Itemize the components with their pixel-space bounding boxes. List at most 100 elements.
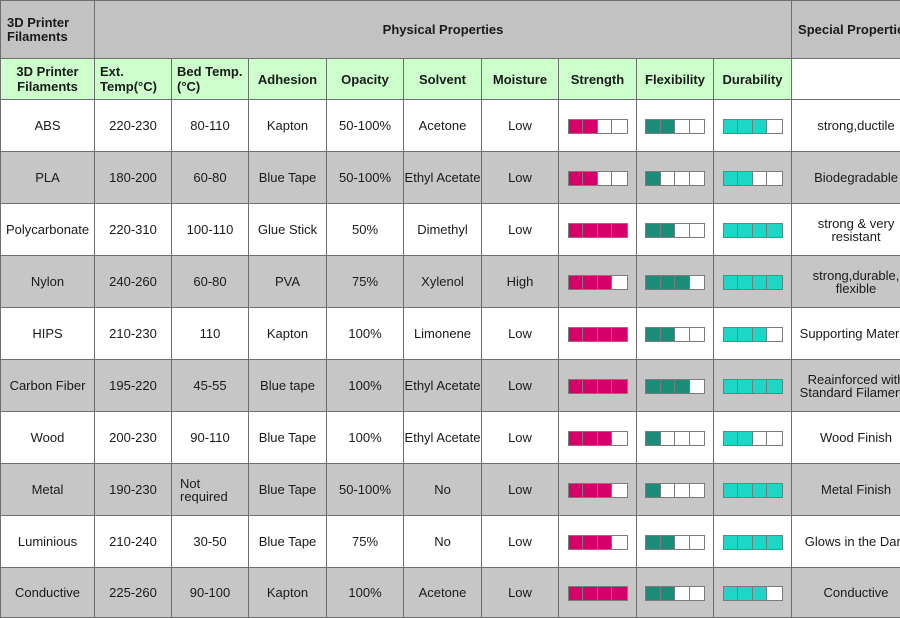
- strength-rating-segment: [583, 536, 598, 549]
- strength-rating-segment: [612, 432, 627, 445]
- flexibility-rating-segment: [661, 224, 676, 237]
- durability-rating-segment: [724, 484, 739, 497]
- solvent-value: No: [404, 516, 482, 568]
- adhesion-value: Blue Tape: [249, 464, 327, 516]
- flexibility-cell: [637, 360, 714, 412]
- flexibility-rating-segment: [690, 172, 705, 185]
- durability-rating-segment: [753, 432, 768, 445]
- durability-cell: [714, 464, 792, 516]
- opacity-value: 75%: [327, 256, 404, 308]
- opacity-value: 100%: [327, 568, 404, 618]
- adhesion-value: Kapton: [249, 100, 327, 152]
- durability-rating-segment: [724, 276, 739, 289]
- flexibility-rating-segment: [690, 432, 705, 445]
- corner-title: 3D Printer Filaments: [1, 1, 95, 59]
- strength-rating-segment: [583, 120, 598, 133]
- durability-cell: [714, 152, 792, 204]
- filament-name: Nylon: [1, 256, 95, 308]
- durability-rating-segment: [767, 172, 782, 185]
- durability-rating-segment: [767, 432, 782, 445]
- durability-rating-segment: [753, 587, 768, 600]
- bed-temp-value: Not required: [172, 464, 249, 516]
- col-flexibility: Flexibility: [637, 59, 714, 100]
- durability-cell: [714, 360, 792, 412]
- flexibility-rating-segment: [690, 276, 705, 289]
- bed-temp-value: 30-50: [172, 516, 249, 568]
- strength-cell: [559, 152, 637, 204]
- moisture-value: Low: [482, 308, 559, 360]
- durability-rating-segment: [767, 536, 782, 549]
- adhesion-value: Blue Tape: [249, 152, 327, 204]
- bed-temp-value: 60-80: [172, 256, 249, 308]
- col-strength: Strength: [559, 59, 637, 100]
- solvent-value: Ethyl Acetate: [404, 360, 482, 412]
- durability-rating-segment: [738, 432, 753, 445]
- durability-rating-segment: [738, 536, 753, 549]
- ext-temp-value: 220-310: [95, 204, 172, 256]
- strength-rating-bar: [568, 119, 628, 134]
- col-opacity: Opacity: [327, 59, 404, 100]
- special-properties-title: Special Properties: [792, 1, 900, 59]
- opacity-value: 50-100%: [327, 464, 404, 516]
- durability-rating-bar: [723, 431, 783, 446]
- flexibility-rating-segment: [646, 380, 661, 393]
- durability-rating-bar: [723, 275, 783, 290]
- adhesion-value: PVA: [249, 256, 327, 308]
- strength-rating-segment: [569, 380, 584, 393]
- col-bed-temp: Bed Temp.(°C): [172, 59, 249, 100]
- flexibility-rating-segment: [661, 172, 676, 185]
- flexibility-rating-bar: [645, 431, 705, 446]
- strength-cell: [559, 308, 637, 360]
- strength-rating-bar: [568, 586, 628, 601]
- solvent-value: Limonene: [404, 308, 482, 360]
- strength-rating-segment: [583, 380, 598, 393]
- flexibility-cell: [637, 152, 714, 204]
- durability-rating-segment: [738, 120, 753, 133]
- moisture-value: High: [482, 256, 559, 308]
- physical-properties-title: Physical Properties: [95, 1, 792, 59]
- durability-rating-segment: [724, 328, 739, 341]
- durability-rating-segment: [767, 276, 782, 289]
- strength-rating-segment: [583, 276, 598, 289]
- solvent-value: Ethyl Acetate: [404, 152, 482, 204]
- col-adhesion: Adhesion: [249, 59, 327, 100]
- durability-rating-bar: [723, 327, 783, 342]
- durability-rating-segment: [767, 120, 782, 133]
- durability-rating-segment: [738, 224, 753, 237]
- durability-rating-segment: [724, 536, 739, 549]
- special-properties-value: strong,ductile: [792, 100, 900, 152]
- durability-rating-bar: [723, 171, 783, 186]
- solvent-value: Acetone: [404, 100, 482, 152]
- durability-rating-segment: [738, 484, 753, 497]
- moisture-value: Low: [482, 516, 559, 568]
- strength-rating-segment: [612, 120, 627, 133]
- flexibility-rating-segment: [675, 587, 690, 600]
- durability-rating-segment: [753, 276, 768, 289]
- durability-rating-segment: [753, 484, 768, 497]
- special-properties-value: Glows in the Dark: [792, 516, 900, 568]
- durability-rating-segment: [753, 328, 768, 341]
- bed-temp-value: 45-55: [172, 360, 249, 412]
- flexibility-rating-segment: [646, 172, 661, 185]
- adhesion-value: Kapton: [249, 568, 327, 618]
- bed-temp-value: 60-80: [172, 152, 249, 204]
- flexibility-rating-segment: [690, 380, 705, 393]
- strength-rating-segment: [598, 432, 613, 445]
- strength-rating-segment: [612, 587, 627, 600]
- strength-rating-segment: [612, 276, 627, 289]
- special-properties-value: Biodegradable: [792, 152, 900, 204]
- moisture-value: Low: [482, 152, 559, 204]
- durability-rating-bar: [723, 483, 783, 498]
- flexibility-rating-segment: [661, 587, 676, 600]
- durability-rating-bar: [723, 119, 783, 134]
- moisture-value: Low: [482, 100, 559, 152]
- strength-rating-segment: [612, 380, 627, 393]
- flexibility-rating-bar: [645, 586, 705, 601]
- solvent-value: No: [404, 464, 482, 516]
- strength-rating-segment: [598, 224, 613, 237]
